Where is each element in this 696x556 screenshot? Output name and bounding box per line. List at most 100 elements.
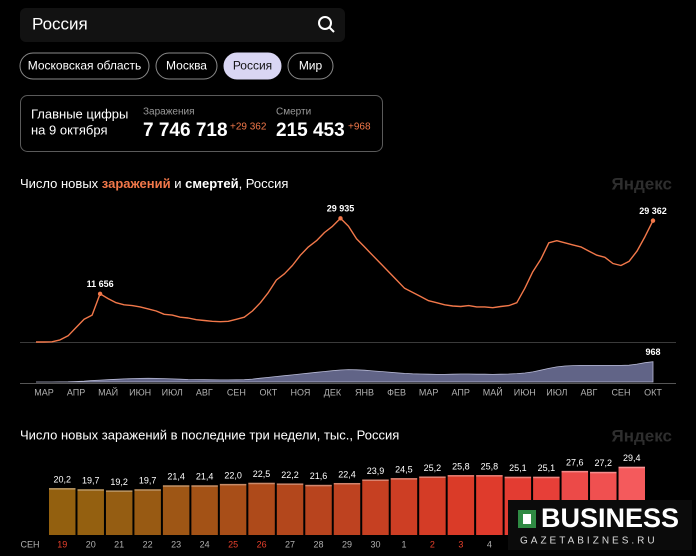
- tab[interactable]: [287, 52, 334, 80]
- x-tick-label: СЕН: [611, 387, 630, 397]
- site-watermark: BUSINESS GAZETABIZNES.RU: [508, 500, 692, 550]
- summary-heading: Главные цифры: [31, 106, 128, 121]
- x-tick-label: 24: [200, 539, 210, 549]
- x-tick-label: ФЕВ: [387, 387, 406, 397]
- bar: [305, 484, 332, 535]
- tab[interactable]: [155, 52, 218, 80]
- summary-date: на 9 октября: [31, 122, 108, 137]
- bar-cap: [333, 482, 361, 485]
- tabs: Московская область Москва Россия Мир: [19, 52, 334, 80]
- cases-total: 7 746 718: [143, 120, 228, 141]
- x-tick-label: 2: [430, 539, 435, 549]
- bar-cap: [248, 482, 275, 485]
- tab-label[interactable]: Россия: [233, 59, 272, 73]
- deaths-label: Смерти: [276, 107, 311, 118]
- brand-watermark: Яндекс: [612, 174, 672, 193]
- x-tick-label: ИЮН: [514, 387, 536, 397]
- value-label: 20,2: [53, 474, 71, 484]
- bar-cap: [618, 466, 645, 469]
- value-label: 19,7: [82, 476, 100, 486]
- x-tick-label: ДЕК: [324, 387, 342, 397]
- bar: [77, 489, 104, 535]
- bar-cap: [276, 483, 304, 485]
- value-label: 21,4: [167, 472, 185, 482]
- x-tick-label: 21: [114, 539, 124, 549]
- value-label: 22,0: [224, 470, 242, 480]
- value-label: 25,1: [509, 463, 527, 473]
- search-icon-handle: [328, 26, 335, 33]
- value-label: 29,4: [623, 453, 641, 463]
- value-label: 29 935: [327, 204, 355, 214]
- watermark-icon-mark: [523, 514, 531, 524]
- bar: [333, 482, 361, 535]
- x-tick-label: 23: [171, 539, 181, 549]
- x-tick-label: ИЮЛ: [546, 387, 567, 397]
- bar: [162, 485, 190, 535]
- bar-cap: [305, 484, 332, 487]
- x-tick-label: 28: [314, 539, 324, 549]
- value-label: 21,4: [196, 472, 214, 482]
- bar-cap: [533, 476, 560, 479]
- x-tick-label: НОЯ: [291, 387, 311, 397]
- value-label: 11 656: [87, 279, 114, 289]
- x-axis-month: СЕН: [20, 539, 39, 549]
- x-tick-label: МАЙ: [483, 386, 503, 397]
- bar: [419, 476, 446, 535]
- deaths-total: 215 453: [276, 120, 345, 141]
- value-label: 27,6: [566, 457, 584, 467]
- x-tick-label: МАР: [34, 387, 54, 397]
- search-box[interactable]: Россия: [20, 8, 345, 42]
- value-label: 27,2: [595, 458, 613, 468]
- x-tick-label: 22: [143, 539, 153, 549]
- value-label: 22,5: [253, 469, 271, 479]
- bar: [49, 488, 76, 535]
- cases-label: Заражения: [143, 107, 195, 118]
- bar-cap: [590, 471, 617, 474]
- x-tick-label: АВГ: [196, 387, 213, 397]
- bar-cap: [390, 478, 418, 480]
- line: [36, 217, 654, 343]
- value-label: 19,2: [110, 477, 128, 487]
- title-part: смертей: [185, 176, 238, 191]
- tab[interactable]: [223, 52, 282, 80]
- value-label: 25,1: [538, 463, 556, 473]
- value-label: 25,2: [424, 463, 442, 473]
- value-label: 968: [645, 347, 660, 357]
- x-tick-label: АПР: [67, 387, 85, 397]
- bar: [134, 489, 161, 535]
- value-label: 21,6: [310, 471, 328, 481]
- tab[interactable]: [19, 52, 150, 80]
- bar-cap: [447, 475, 475, 477]
- x-tick-label: 29: [342, 539, 352, 549]
- x-tick-label: 3: [458, 539, 463, 549]
- value-label: 29 362: [639, 206, 667, 216]
- chart-title: Число новых заражений в последние три не…: [20, 427, 399, 442]
- chart-title: Число новых заражений и смертей, Россия: [20, 176, 288, 191]
- title-part: , Россия: [239, 176, 289, 191]
- tab-label[interactable]: Московская область: [28, 59, 142, 73]
- title-part: заражений: [102, 176, 171, 191]
- bar: [476, 475, 503, 535]
- search-query: Россия: [32, 14, 88, 33]
- value-label: 25,8: [481, 461, 499, 471]
- x-tick-label: ОКТ: [644, 387, 662, 397]
- x-tick-label: 4: [487, 539, 492, 549]
- tab-label[interactable]: Мир: [299, 59, 323, 73]
- tab-label[interactable]: Москва: [166, 59, 207, 73]
- value-label: 19,7: [139, 476, 157, 486]
- bar-cap: [134, 489, 161, 491]
- x-tick-label: АПР: [452, 387, 470, 397]
- bar-cap: [362, 479, 389, 481]
- search-field[interactable]: [20, 8, 345, 42]
- bar: [105, 490, 133, 535]
- x-tick-label: ОКТ: [260, 387, 278, 397]
- summary-card: Главные цифры на 9 октября Заражения 7 7…: [20, 95, 383, 152]
- point-marker: [338, 216, 343, 221]
- x-tick-label: СЕН: [227, 387, 246, 397]
- x-tick-label: АВГ: [580, 387, 597, 397]
- search-icon[interactable]: [318, 16, 332, 30]
- bar-cap: [162, 485, 190, 487]
- bar-cap: [419, 476, 446, 478]
